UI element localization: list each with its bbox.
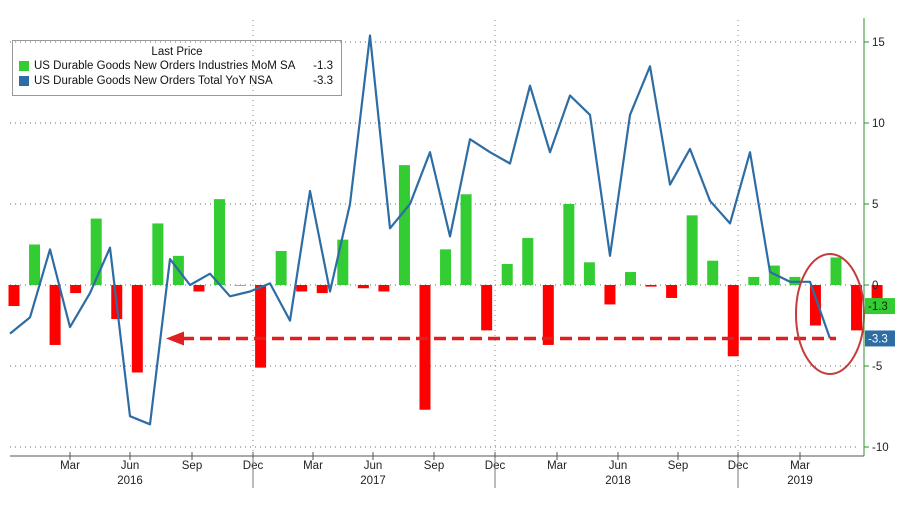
bar-3 bbox=[70, 285, 82, 294]
x-tick-label-10: Sep bbox=[668, 460, 688, 472]
x-tick-label-5: Jun bbox=[364, 460, 383, 472]
bar-12 bbox=[255, 285, 267, 368]
x-tick-label-12: Mar bbox=[790, 460, 810, 472]
bar-25 bbox=[522, 238, 534, 285]
bar-20 bbox=[419, 285, 431, 410]
bar-13 bbox=[275, 250, 287, 285]
bar-15 bbox=[316, 285, 328, 294]
year-label-2: 2018 bbox=[605, 475, 631, 487]
chart-legend: Last Price US Durable Goods New Orders I… bbox=[12, 40, 342, 96]
legend-label-yoy: US Durable Goods New Orders Total YoY NS… bbox=[34, 74, 273, 87]
last-value-tag-1 bbox=[865, 330, 895, 347]
bar-22 bbox=[460, 194, 472, 285]
year-label-1: 2017 bbox=[360, 475, 386, 487]
bar-36 bbox=[748, 276, 760, 285]
last-value-label-1: -3.3 bbox=[868, 333, 888, 345]
bar-9 bbox=[193, 285, 205, 292]
legend-entry-mom: US Durable Goods New Orders Industries M… bbox=[13, 58, 341, 73]
x-tick-label-6: Sep bbox=[424, 460, 444, 472]
bar-34 bbox=[707, 260, 719, 285]
x-tick-label-2: Sep bbox=[182, 460, 202, 472]
bar-14 bbox=[296, 285, 308, 292]
bar-0 bbox=[8, 285, 20, 307]
bar-29 bbox=[604, 285, 616, 305]
legend-title: Last Price bbox=[151, 46, 203, 58]
legend-entry-yoy: US Durable Goods New Orders Total YoY NS… bbox=[13, 73, 341, 88]
bar-27 bbox=[563, 204, 575, 285]
bar-33 bbox=[686, 215, 698, 285]
bar-10 bbox=[214, 199, 225, 285]
reference-arrow-head bbox=[166, 331, 184, 346]
bar-11 bbox=[234, 285, 246, 286]
bar-24 bbox=[501, 263, 513, 285]
x-tick-label-0: Mar bbox=[60, 460, 80, 472]
y-tick-label-2: 5 bbox=[872, 199, 878, 211]
year-label-0: 2016 bbox=[117, 475, 143, 487]
legend-swatch-mom bbox=[19, 60, 29, 71]
bar-19 bbox=[398, 165, 410, 285]
y-tick-label-3: 0 bbox=[872, 280, 878, 292]
bar-35 bbox=[727, 285, 739, 357]
legend-swatch-yoy bbox=[19, 75, 29, 86]
legend-value-yoy: -3.3 bbox=[313, 74, 333, 87]
line-series-total-yoy bbox=[9, 34, 832, 426]
bar-31 bbox=[645, 285, 657, 287]
bar-2 bbox=[49, 285, 61, 345]
bar-23 bbox=[481, 285, 493, 331]
bar-32 bbox=[666, 285, 678, 298]
x-tick-label-1: Jun bbox=[121, 460, 140, 472]
x-tick-label-4: Mar bbox=[303, 460, 323, 472]
bar-39 bbox=[809, 285, 821, 326]
bar-26 bbox=[542, 285, 554, 345]
bar-7 bbox=[152, 223, 164, 285]
y-tick-label-1: 10 bbox=[872, 118, 885, 130]
bar-17 bbox=[357, 285, 369, 289]
bar-41 bbox=[851, 285, 863, 331]
bar-16 bbox=[337, 239, 349, 285]
bar-30 bbox=[625, 272, 636, 285]
x-tick-label-8: Mar bbox=[547, 460, 567, 472]
y-tick-label-0: 15 bbox=[872, 37, 885, 49]
legend-value-mom: -1.3 bbox=[313, 59, 333, 72]
last-value-label-0: -1.3 bbox=[868, 301, 888, 313]
bar-21 bbox=[440, 249, 452, 285]
bar-1 bbox=[29, 244, 41, 285]
y-tick-label-4: -5 bbox=[872, 361, 882, 373]
x-tick-label-9: Jun bbox=[609, 460, 628, 472]
bar-28 bbox=[583, 262, 595, 285]
bar-6 bbox=[131, 285, 143, 373]
bar-40 bbox=[830, 257, 842, 285]
bar-4 bbox=[90, 218, 102, 285]
legend-label-mom: US Durable Goods New Orders Industries M… bbox=[34, 59, 296, 72]
y-tick-label-5: -10 bbox=[872, 442, 889, 454]
bar-18 bbox=[378, 285, 390, 292]
last-value-tag-0 bbox=[865, 298, 895, 315]
bar-42 bbox=[871, 285, 883, 307]
year-label-3: 2019 bbox=[787, 475, 813, 487]
